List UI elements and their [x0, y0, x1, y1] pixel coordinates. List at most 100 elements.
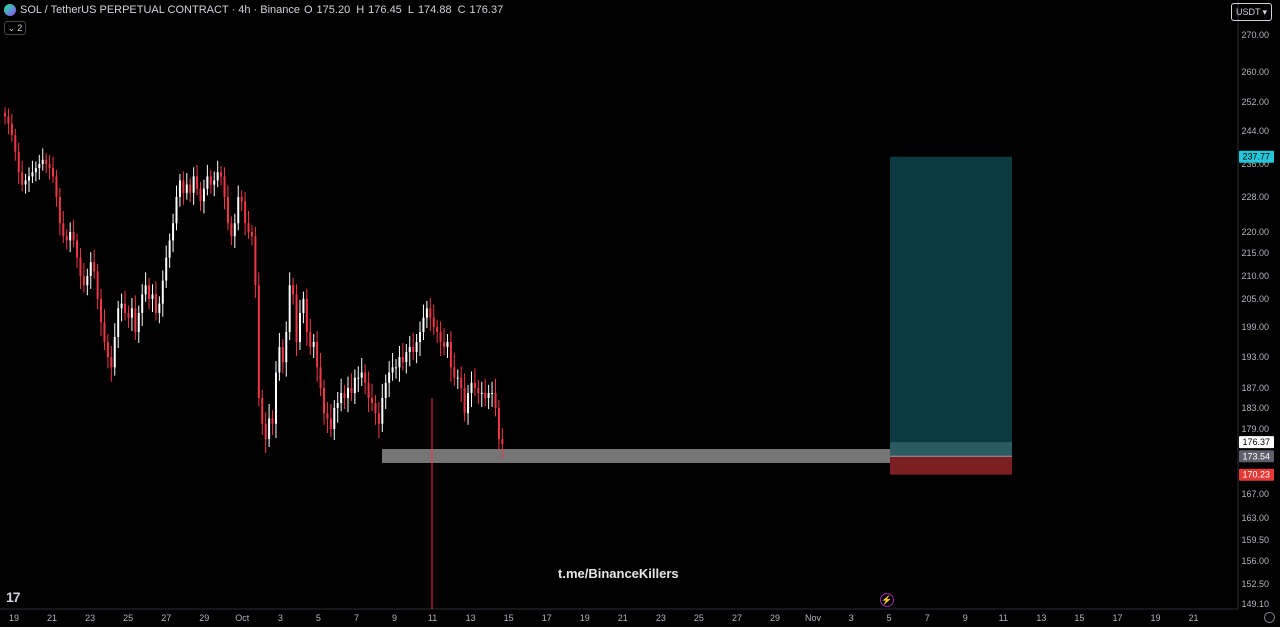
- candle-body: [298, 313, 301, 342]
- candle-body: [168, 240, 171, 258]
- candle-body: [264, 423, 267, 439]
- candle-body: [141, 294, 144, 313]
- candle-body: [460, 377, 463, 388]
- y-tick-label: 228.00: [1241, 192, 1269, 202]
- candle-body: [281, 347, 284, 363]
- candle-body: [41, 159, 44, 164]
- candle-body: [206, 176, 209, 189]
- candle-body: [391, 367, 394, 373]
- candle-body: [117, 308, 120, 337]
- candle-body: [415, 342, 418, 352]
- target-price-label: 237.77: [1242, 152, 1270, 162]
- position-target-zone: [890, 156, 1012, 457]
- close-value: 176.37: [469, 4, 504, 16]
- x-tick-label: 13: [1036, 613, 1046, 623]
- candle-body: [14, 135, 17, 152]
- x-tick-label: 27: [732, 613, 742, 623]
- y-tick-label: 163.00: [1241, 513, 1269, 523]
- candle-body: [419, 332, 422, 342]
- symbol-title[interactable]: SOL / TetherUS PERPETUAL CONTRACT · 4h ·…: [20, 4, 300, 16]
- x-tick-label: Nov: [805, 613, 822, 623]
- candle-body: [148, 285, 151, 299]
- candle-body: [371, 398, 374, 403]
- x-tick-label: 21: [1189, 613, 1199, 623]
- candle-body: [398, 357, 401, 368]
- candle-body: [17, 151, 20, 173]
- open-label: O: [303, 4, 313, 16]
- candle-body: [271, 418, 274, 424]
- indicators-toggle-button[interactable]: ⌄ 2: [4, 21, 26, 35]
- candle-body: [34, 168, 37, 173]
- x-tick-label: 9: [963, 613, 968, 623]
- candle-body: [38, 164, 41, 169]
- candle-body: [96, 271, 99, 299]
- y-tick-label: 199.00: [1241, 322, 1269, 332]
- candle-body: [82, 276, 85, 286]
- entry-price-label: 173.54: [1242, 451, 1270, 461]
- candle-body: [24, 180, 27, 185]
- candle-body: [347, 388, 349, 398]
- candle-body: [449, 342, 452, 368]
- candle-body: [144, 285, 147, 295]
- candle-body: [86, 276, 89, 286]
- candle-body: [364, 372, 367, 383]
- y-tick-label: 152.50: [1241, 579, 1269, 589]
- candle-body: [213, 180, 216, 185]
- position-stop-zone: [890, 456, 1012, 475]
- candle-body: [58, 197, 61, 224]
- candle-body: [182, 180, 185, 193]
- candle-body: [443, 342, 446, 347]
- candle-body: [93, 262, 96, 272]
- candle-body: [100, 299, 103, 323]
- open-value: 175.20: [316, 4, 351, 16]
- candle-body: [432, 317, 435, 327]
- lightning-icon[interactable]: ⚡: [880, 593, 894, 607]
- target-price-label-bg: [1239, 150, 1274, 163]
- candle-body: [491, 393, 494, 394]
- candle-body: [285, 332, 288, 363]
- candle-body: [172, 223, 175, 241]
- candle-body: [223, 176, 226, 197]
- settings-icon[interactable]: [1264, 612, 1275, 623]
- candle-body: [178, 180, 181, 197]
- candle-body: [456, 377, 459, 379]
- candle-body: [497, 408, 500, 439]
- x-tick-label: 29: [199, 613, 209, 623]
- y-tick-label: 156.00: [1241, 556, 1269, 566]
- candle-body: [209, 176, 212, 185]
- currency-label: USDT: [1235, 7, 1261, 17]
- currency-selector[interactable]: USDT ▾: [1230, 3, 1272, 21]
- x-tick-label: Oct: [235, 613, 250, 623]
- y-tick-label: 183.00: [1241, 403, 1269, 413]
- candle-body: [340, 393, 343, 403]
- candle-body: [28, 176, 31, 181]
- y-tick-label: 167.00: [1241, 489, 1269, 499]
- high-label: H: [356, 4, 365, 16]
- indicator-count: 2: [17, 23, 23, 33]
- solana-logo-icon: [4, 4, 16, 16]
- candle-body: [69, 232, 72, 241]
- x-tick-label: 3: [278, 613, 283, 623]
- candle-body: [196, 176, 199, 189]
- candle-body: [412, 347, 415, 352]
- tradingview-logo[interactable]: 17: [6, 589, 21, 605]
- x-tick-label: 19: [9, 613, 19, 623]
- candle-body: [124, 303, 127, 313]
- support-zone: [382, 449, 890, 463]
- candle-body: [65, 236, 68, 241]
- candle-body: [52, 168, 55, 177]
- candle-body: [154, 294, 157, 313]
- candle-body: [175, 197, 178, 224]
- candle-body: [240, 197, 243, 202]
- chevron-down-icon: ▾: [1262, 6, 1267, 17]
- candle-body: [268, 418, 271, 439]
- candle-body: [329, 418, 332, 429]
- y-tick-label: 187.00: [1241, 383, 1269, 393]
- x-tick-label: 17: [1112, 613, 1122, 623]
- candle-body: [305, 299, 308, 332]
- candle-body: [322, 388, 325, 414]
- candle-body: [360, 372, 363, 378]
- candle-body: [408, 347, 411, 352]
